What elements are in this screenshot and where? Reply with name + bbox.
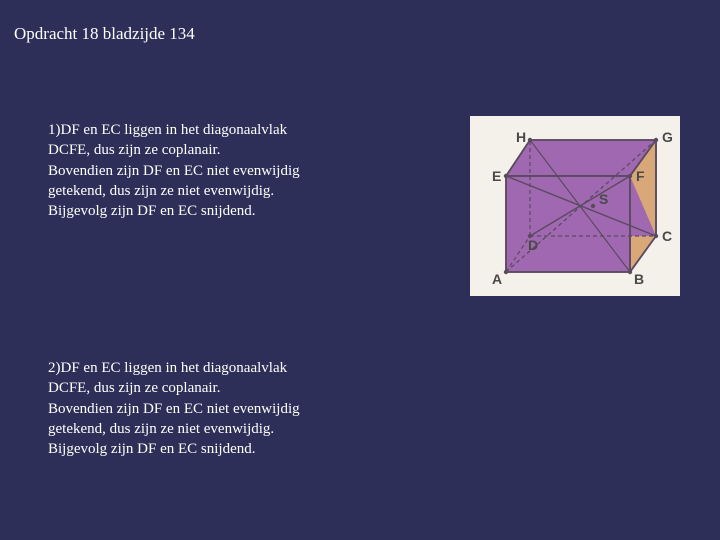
p2-l3: Bovendien zijn DF en EC niet evenwijdig: [48, 401, 300, 417]
p1-l3: Bovendien zijn DF en EC niet evenwijdig: [48, 163, 300, 179]
svg-text:F: F: [636, 168, 645, 184]
svg-text:B: B: [634, 271, 644, 287]
cube-diagram: A B C D E F G H S: [470, 116, 680, 296]
svg-text:H: H: [516, 129, 526, 145]
svg-text:E: E: [492, 168, 501, 184]
paragraph-2: 2)DF en EC liggen in het diagonaalvlak D…: [48, 358, 368, 459]
svg-text:G: G: [662, 129, 673, 145]
p2-l4: getekend, dus zijn ze niet evenwijdig.: [48, 421, 274, 437]
p2-l2: DCFE, dus zijn ze coplanair.: [48, 380, 220, 396]
p1-l1: 1)DF en EC liggen in het diagonaalvlak: [48, 122, 287, 138]
cube-svg: A B C D E F G H S: [470, 116, 680, 296]
svg-text:C: C: [662, 228, 672, 244]
p1-l5: Bijgevolg zijn DF en EC snijdend.: [48, 203, 256, 219]
svg-text:A: A: [492, 271, 502, 287]
svg-text:D: D: [528, 237, 538, 253]
p2-l1: 2)DF en EC liggen in het diagonaalvlak: [48, 360, 287, 376]
paragraph-1: 1)DF en EC liggen in het diagonaalvlak D…: [48, 120, 368, 221]
slide-title: Opdracht 18 bladzijde 134: [14, 24, 195, 44]
p2-l5: Bijgevolg zijn DF en EC snijdend.: [48, 441, 256, 457]
p1-l2: DCFE, dus zijn ze coplanair.: [48, 142, 220, 158]
svg-text:S: S: [599, 191, 608, 207]
p1-l4: getekend, dus zijn ze niet evenwijdig.: [48, 183, 274, 199]
